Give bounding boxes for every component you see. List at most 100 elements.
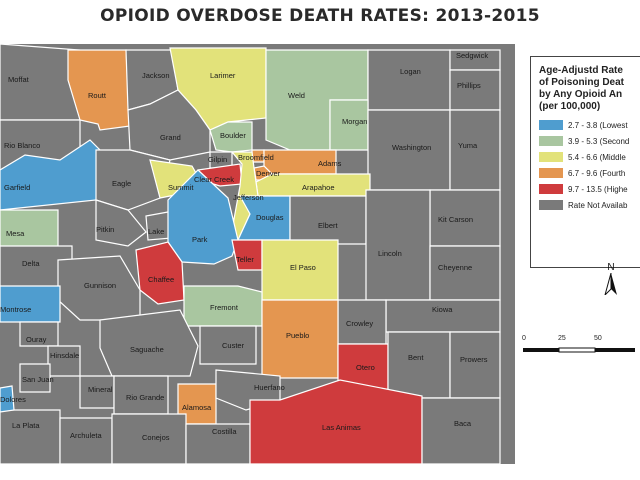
county-label-baca: Baca [454,419,472,428]
county-label-huerfano: Huerfano [254,383,285,392]
county-baca [421,397,501,465]
legend-label: 3.9 - 5.3 (Second [568,136,630,146]
county-label-saguache: Saguache [130,345,164,354]
north-arrow: N [604,262,618,300]
county-san-juan [19,363,51,393]
county-label-washington: Washington [392,143,431,152]
county-label-logan: Logan [400,67,421,76]
county-label-delta: Delta [22,259,40,268]
scale-tick-50: 50 [594,335,602,342]
county-label-garfield: Garfield [4,183,30,192]
county-dolores [0,385,15,413]
county-label-la-plata: La Plata [12,421,40,430]
legend-item: 2.7 - 3.8 (Lowest [539,119,640,131]
county-label-el-paso: El Paso [290,263,316,272]
county-label-lake: Lake [148,227,164,236]
county-label-bent: Bent [408,353,424,362]
county-label-conejos: Conejos [142,433,170,442]
county-label-yuma: Yuma [458,141,478,150]
county-label-jackson: Jackson [142,71,170,80]
county-label-eagle: Eagle [112,179,131,188]
legend-swatch [539,168,563,178]
county-logan [367,49,451,111]
county-label-rio-grande: Rio Grande [126,393,164,402]
legend-swatch [539,200,563,210]
county-archuleta [59,417,113,465]
county-label-archuleta: Archuleta [70,431,103,440]
county-label-douglas: Douglas [256,213,284,222]
county-label-fremont: Fremont [210,303,239,312]
county-label-morgan: Morgan [342,117,367,126]
county-pitkin [95,199,147,247]
county-label-mesa: Mesa [6,229,25,238]
county-label-larimer: Larimer [210,71,236,80]
legend-title: Age-Adjustd Rate of Poisoning Deat by An… [539,65,624,112]
legend-item: 5.4 - 6.6 (Middle [539,151,640,163]
legend-label: 6.7 - 9.6 (Fourth [568,168,626,178]
county-yuma [449,109,501,191]
north-arrow-icon [604,272,617,297]
legend-items: 2.7 - 3.8 (Lowest 3.9 - 5.3 (Second 5.4 … [539,119,640,211]
legend-item: 6.7 - 9.6 (Fourth [539,167,640,179]
map-title: OPIOID OVERDOSE DEATH RATES: 2013-2015 [100,6,540,26]
scale-tick-0: 0 [522,335,526,342]
county-custer [199,325,257,365]
county-label-jefferson: Jefferson [233,193,264,202]
county-label-phillips: Phillips [457,81,481,90]
county-label-teller: Teller [236,255,254,264]
county-label-prowers: Prowers [460,355,488,364]
county-label-gunnison: Gunnison [84,281,116,290]
scale-bar: 0 25 50 [522,330,640,360]
county-prowers [449,331,501,399]
legend-item: 9.7 - 13.5 (Highe [539,183,640,195]
county-label-costilla: Costilla [212,427,237,436]
county-label-san-juan: San Juan [22,375,54,384]
county-label-grand: Grand [160,133,181,142]
county-label-alamosa: Alamosa [182,403,212,412]
county-label-weld: Weld [288,91,305,100]
county-label-arapahoe: Arapahoe [302,183,335,192]
legend-swatch [539,184,563,194]
county-label-park: Park [192,235,208,244]
legend-label: Rate Not Availab [568,200,628,210]
county-label-montrose: Montrose [0,305,31,314]
county-saguache [99,309,199,377]
county-montrose [0,285,61,323]
county-label-clear-creek: Clear Creek [194,175,234,184]
colorado-county-map: Moffat Routt Jackson Larimer Weld Logan Sedgwi… [0,43,515,465]
county-label-otero: Otero [356,363,375,372]
county-label-summit: Summit [168,183,194,192]
legend-label: 5.4 - 6.6 (Middle [568,152,626,162]
county-garfield [0,139,101,211]
county-labels: Moffat Routt Jackson Larimer Weld Logan Sedgwi… [0,51,488,442]
legend-label: 9.7 - 13.5 (Highe [568,184,628,194]
county-label-pitkin: Pitkin [96,225,114,234]
county-label-hinsdale: Hinsdale [50,351,79,360]
county-label-rio-blanco: Rio Blanco [4,141,40,150]
county-label-adams: Adams [318,159,342,168]
scale-tick-25: 25 [558,335,566,342]
legend-label: 2.7 - 3.8 (Lowest [568,120,628,130]
county-label-ouray: Ouray [26,335,47,344]
county-cheyenne [429,245,501,301]
county-label-sedgwick: Sedgwick [456,51,488,60]
county-label-dolores: Dolores [0,395,26,404]
county-label-boulder: Boulder [220,131,246,140]
north-label: N [607,262,615,273]
county-elbert [289,195,367,245]
legend-item: 3.9 - 5.3 (Second [539,135,640,147]
county-label-custer: Custer [222,341,245,350]
county-bent [387,331,451,399]
legend-swatch [539,152,563,162]
county-shapes [0,43,501,465]
legend-item: Rate Not Availab [539,199,640,211]
county-la-plata [0,409,61,465]
county-lincoln [365,189,431,301]
county-label-las-animas: Las Animas [322,423,361,432]
county-label-routt: Routt [88,91,107,100]
county-label-denver: Denver [256,169,281,178]
scale-bar-graphic [523,347,635,353]
county-label-chaffee: Chaffee [148,275,174,284]
legend: Age-Adjustd Rate of Poisoning Deat by An… [530,56,640,268]
county-label-kiowa: Kiowa [432,305,453,314]
